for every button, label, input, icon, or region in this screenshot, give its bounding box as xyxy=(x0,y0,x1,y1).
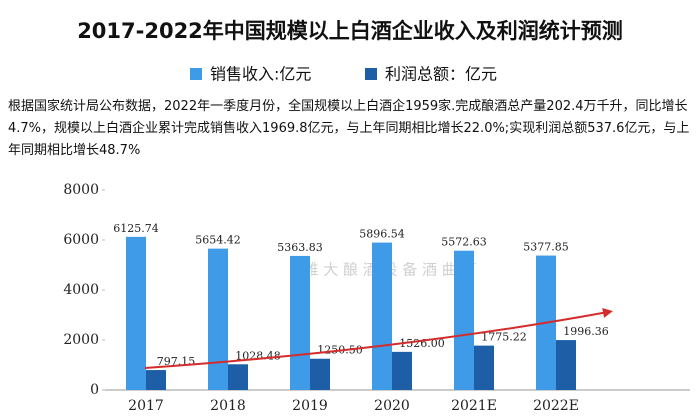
x-tick-label: 2021E xyxy=(451,398,497,414)
y-tick-label: 0 xyxy=(90,382,99,398)
value-label: 1775.22 xyxy=(481,331,527,344)
bar xyxy=(556,340,576,390)
bar xyxy=(290,255,310,390)
x-tick-label: 2019 xyxy=(292,398,328,414)
legend-label: 销售收入:亿元 xyxy=(210,65,311,84)
value-label: 5896.54 xyxy=(359,228,405,241)
x-tick-label: 2018 xyxy=(210,398,246,414)
bar xyxy=(372,242,392,390)
x-tick-label: 2022E xyxy=(533,398,579,414)
bar xyxy=(474,345,494,390)
bar xyxy=(392,351,412,390)
y-tick-label: 8000 xyxy=(63,182,99,198)
bar xyxy=(310,358,330,390)
value-label: 5377.85 xyxy=(523,241,569,254)
bar xyxy=(126,236,146,390)
legend-label: 利润总额：亿元 xyxy=(385,65,497,84)
value-label: 1996.36 xyxy=(563,325,609,338)
bar xyxy=(454,250,474,390)
chart-title: 2017-2022年中国规模以上白酒企业收入及利润统计预测 xyxy=(77,19,623,43)
value-label: 6125.74 xyxy=(113,222,159,235)
x-tick-label: 2017 xyxy=(128,398,164,414)
legend-swatch xyxy=(365,68,377,80)
bar xyxy=(146,370,166,390)
value-label: 5572.63 xyxy=(441,236,487,249)
annotation: 根据国家统计局公布数据，2022年一季度月份，全国规模以上白酒企1959家.完成… xyxy=(8,99,690,158)
trend-arrow xyxy=(144,307,613,369)
value-label: 5363.83 xyxy=(277,241,323,254)
bar xyxy=(228,364,248,390)
value-label: 5654.42 xyxy=(195,234,241,247)
y-tick-label: 2000 xyxy=(63,332,99,348)
y-tick-label: 6000 xyxy=(63,232,99,248)
legend-swatch xyxy=(190,68,202,80)
bar xyxy=(208,248,228,390)
x-tick-label: 2020 xyxy=(374,398,410,414)
y-tick-label: 4000 xyxy=(63,282,99,298)
